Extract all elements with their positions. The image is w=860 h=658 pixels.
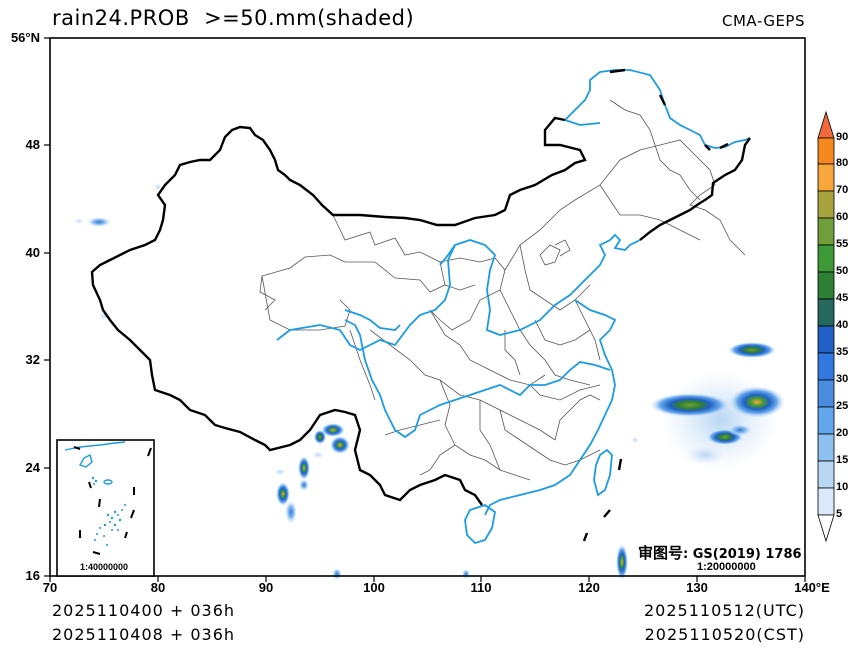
lon-label: 130 xyxy=(686,580,708,595)
lat-label: 24 xyxy=(25,460,40,475)
colorbar-label: 60 xyxy=(836,211,849,223)
colorbar-label: 50 xyxy=(836,265,849,277)
lon-label: 80 xyxy=(150,580,166,595)
colorbar-label: 55 xyxy=(836,238,849,250)
colorbar xyxy=(817,110,835,543)
lat-label: 16 xyxy=(25,568,40,583)
colorbar-label: 30 xyxy=(836,373,849,385)
lon-label: 100 xyxy=(363,580,385,595)
probability-shading xyxy=(74,183,785,580)
valid-time-cst: 2025110520(CST) xyxy=(644,625,805,644)
lat-ticks xyxy=(44,37,50,577)
colorbar-label: 35 xyxy=(836,346,849,358)
lon-label: 90 xyxy=(258,580,274,595)
lat-label: 48 xyxy=(25,137,40,152)
colorbar-label: 80 xyxy=(836,157,849,169)
colorbar-label: 70 xyxy=(836,184,849,196)
rivers-coastline xyxy=(276,69,751,545)
colorbar-label: 10 xyxy=(836,481,849,493)
main-map-scale: 1:20000000 xyxy=(697,561,756,573)
lon-label: 140°E xyxy=(794,580,830,595)
init-time-utc: 2025110400 + 036h xyxy=(52,601,236,620)
plot-frame xyxy=(49,37,806,577)
colorbar-label: 25 xyxy=(836,400,849,412)
lon-label: 120 xyxy=(578,580,600,595)
province-boundaries xyxy=(259,99,746,481)
valid-time-utc: 2025110512(UTC) xyxy=(644,601,805,620)
lat-label: 56°N xyxy=(10,30,40,45)
colorbar-label: 40 xyxy=(836,319,849,331)
nine-dash-line xyxy=(582,458,623,542)
colorbar-label: 20 xyxy=(836,427,849,439)
colorbar-label: 45 xyxy=(836,292,849,304)
lon-label: 70 xyxy=(42,580,58,595)
lat-label: 32 xyxy=(25,352,40,367)
approval-code: : GS(2019) 1786 xyxy=(683,547,802,562)
national-border xyxy=(90,68,751,506)
inset-map xyxy=(56,439,155,577)
colorbar-label: 90 xyxy=(836,131,849,143)
approval-label: 审图号 xyxy=(638,544,684,562)
chart-title: rain24.PROB >=50.mm(shaded) xyxy=(52,6,415,30)
lat-label: 40 xyxy=(25,245,40,260)
colorbar-label: 15 xyxy=(836,454,849,466)
init-time-cst: 2025110408 + 036h xyxy=(52,625,236,644)
map-approval-number: 审图号: GS(2019) 1786 xyxy=(638,542,802,563)
lon-ticks xyxy=(49,576,806,582)
model-name: CMA-GEPS xyxy=(722,12,805,30)
colorbar-label: 5 xyxy=(836,508,843,520)
inset-map-scale: 1:40000000 xyxy=(80,562,129,572)
lon-label: 110 xyxy=(470,580,492,595)
